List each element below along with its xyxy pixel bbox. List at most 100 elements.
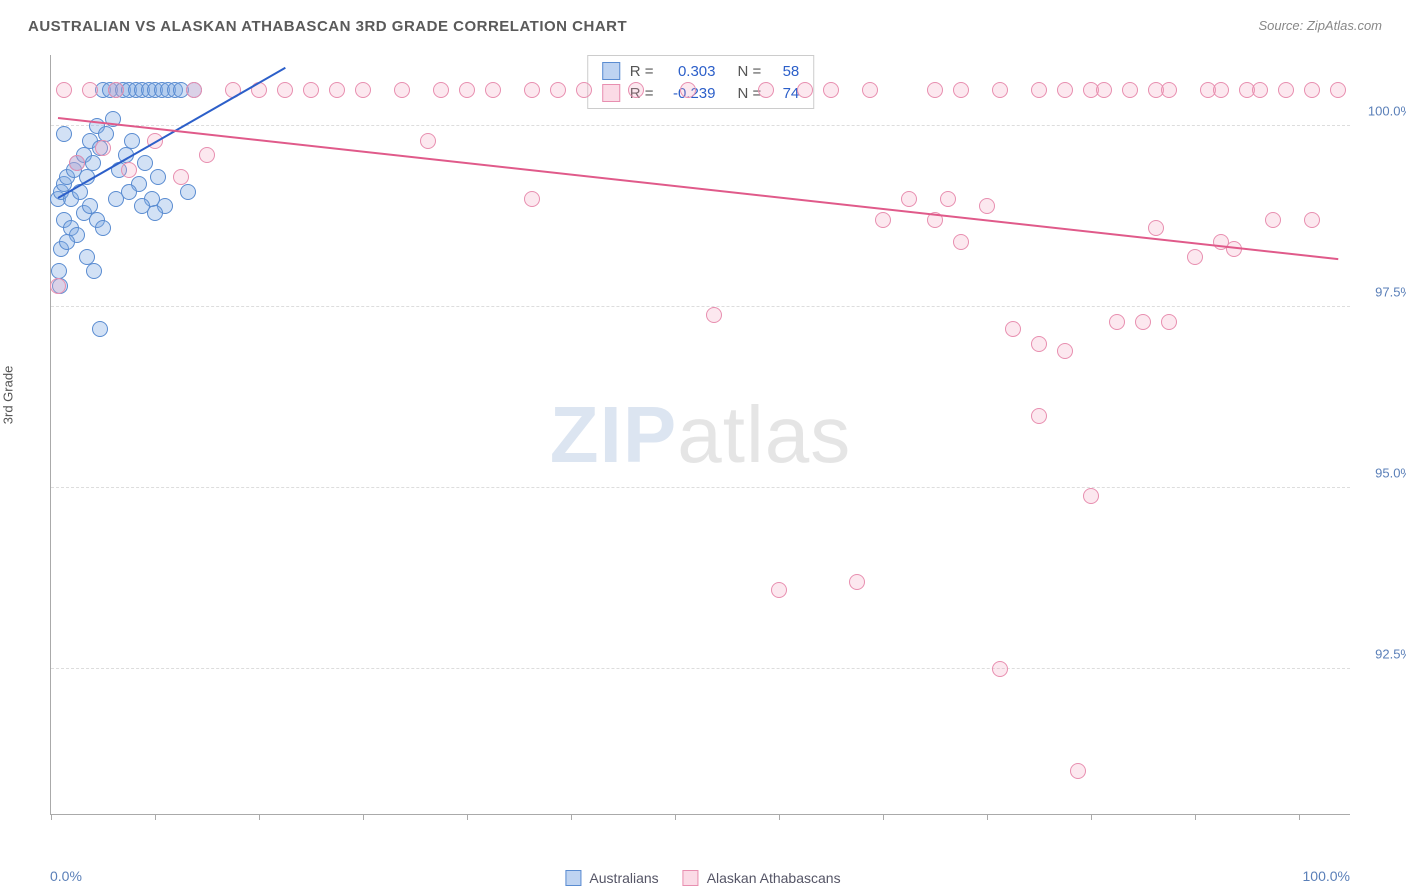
data-point [173,169,189,185]
data-point [82,82,98,98]
watermark-atlas: atlas [677,390,851,479]
data-point [98,126,114,142]
gridline [51,668,1350,669]
legend-swatch [602,62,620,80]
legend-swatch [565,870,581,886]
data-point [137,155,153,171]
watermark-zip: ZIP [550,390,677,479]
data-point [95,140,111,156]
data-point [1005,321,1021,337]
legend-swatch [683,870,699,886]
y-tick-label: 97.5% [1375,285,1406,300]
data-point [85,155,101,171]
x-axis-min-label: 0.0% [50,868,82,884]
data-point [56,126,72,142]
x-tick [883,814,884,820]
data-point [59,234,75,250]
data-point [147,205,163,221]
legend-swatch [602,84,620,102]
x-tick [1195,814,1196,820]
data-point [95,220,111,236]
data-point [121,184,137,200]
source-attribution: Source: ZipAtlas.com [1258,18,1382,33]
stats-legend: R =0.303N =58R =-0.239N =74 [587,55,815,109]
y-tick-label: 92.5% [1375,647,1406,662]
data-point [1122,82,1138,98]
trendline [57,117,1338,260]
data-point [901,191,917,207]
gridline [51,125,1350,126]
data-point [1148,220,1164,236]
x-tick [467,814,468,820]
data-point [1031,82,1047,98]
x-tick [1091,814,1092,820]
data-point [394,82,410,98]
data-point [1161,82,1177,98]
data-point [524,191,540,207]
data-point [1109,314,1125,330]
data-point [1304,212,1320,228]
y-tick-label: 95.0% [1375,466,1406,481]
data-point [420,133,436,149]
data-point [1278,82,1294,98]
data-point [329,82,345,98]
x-tick [987,814,988,820]
data-point [524,82,540,98]
y-axis-label: 3rd Grade [1,366,16,425]
data-point [1161,314,1177,330]
data-point [927,82,943,98]
x-tick [571,814,572,820]
data-point [1031,408,1047,424]
data-point [86,263,102,279]
y-tick-label: 100.0% [1368,104,1406,119]
data-point [576,82,592,98]
data-point [56,82,72,98]
data-point [797,82,813,98]
data-point [277,82,293,98]
data-point [1187,249,1203,265]
data-point [459,82,475,98]
data-point [1265,212,1281,228]
plot-area: ZIPatlas R =0.303N =58R =-0.239N =74 100… [50,55,1350,815]
data-point [1096,82,1112,98]
data-point [433,82,449,98]
data-point [1304,82,1320,98]
data-point [940,191,956,207]
legend-item: Alaskan Athabascans [683,870,841,886]
data-point [180,184,196,200]
legend-item: Australians [565,870,658,886]
data-point [849,574,865,590]
data-point [1213,82,1229,98]
data-point [186,82,202,98]
data-point [1135,314,1151,330]
data-point [69,155,85,171]
x-tick [1299,814,1300,820]
series-legend: Australians Alaskan Athabascans [565,870,840,886]
watermark: ZIPatlas [550,389,851,481]
data-point [1330,82,1346,98]
legend-stat-row: R =0.303N =58 [602,60,800,82]
x-tick [51,814,52,820]
data-point [485,82,501,98]
data-point [680,82,696,98]
data-point [628,82,644,98]
data-point [1083,488,1099,504]
data-point [758,82,774,98]
data-point [355,82,371,98]
data-point [121,162,137,178]
data-point [771,582,787,598]
data-point [823,82,839,98]
data-point [1057,343,1073,359]
data-point [199,147,215,163]
chart-title: AUSTRALIAN VS ALASKAN ATHABASCAN 3RD GRA… [28,18,627,35]
data-point [1070,763,1086,779]
data-point [150,169,166,185]
data-point [706,307,722,323]
data-point [124,133,140,149]
data-point [1057,82,1073,98]
gridline [51,306,1350,307]
data-point [862,82,878,98]
data-point [953,234,969,250]
data-point [550,82,566,98]
data-point [303,82,319,98]
